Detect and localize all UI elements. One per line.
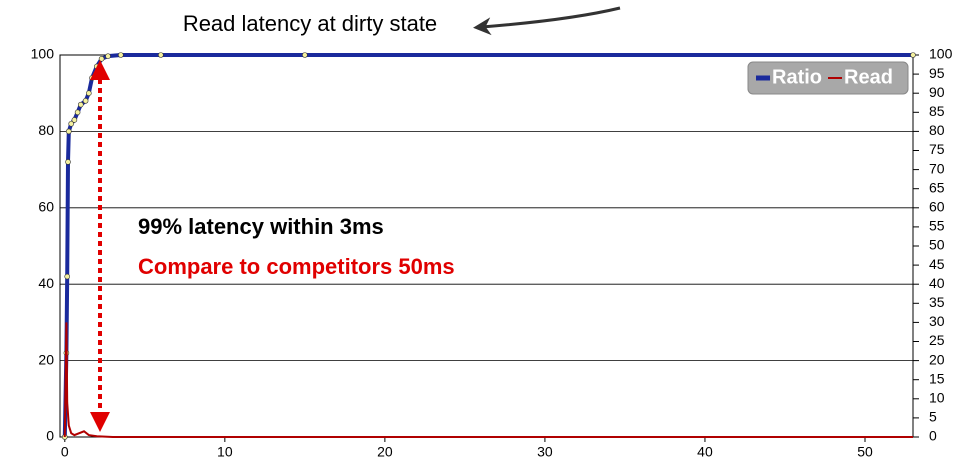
y2-tick-label: 60	[929, 199, 945, 215]
x-tick-label: 40	[697, 444, 713, 460]
x-tick-label: 20	[377, 444, 393, 460]
y2-tick-label: 50	[929, 237, 945, 253]
y2-tick-label: 95	[929, 65, 945, 81]
series-line	[63, 322, 913, 438]
y2-tick-label: 75	[929, 141, 945, 157]
point	[86, 90, 92, 96]
x-tick-label: 0	[61, 444, 69, 460]
chart-title: Read latency at dirty state	[183, 11, 437, 36]
y2-tick-label: 65	[929, 179, 945, 195]
y2-tick-label: 0	[929, 428, 937, 444]
y2-tick-label: 15	[929, 370, 945, 386]
y-tick-label: 60	[38, 199, 54, 215]
y2-tick-label: 85	[929, 103, 945, 119]
y2-tick-label: 35	[929, 294, 945, 310]
point	[105, 53, 111, 59]
legend-label: Ratio	[772, 66, 822, 88]
legend-label: Read	[844, 66, 893, 88]
point	[82, 98, 89, 104]
annotation: Compare to competitors 50ms	[138, 254, 455, 279]
y2-tick-label: 10	[929, 390, 945, 406]
point	[94, 63, 100, 70]
y2-tick-label: 55	[929, 218, 945, 234]
y2-tick-label: 90	[929, 84, 945, 100]
y2-tick-label: 20	[929, 351, 945, 367]
title-arrow	[473, 6, 621, 36]
y-tick-label: 0	[46, 428, 54, 444]
annotation: 99% latency within 3ms	[138, 214, 384, 239]
y2-tick-label: 80	[929, 122, 945, 138]
point	[74, 109, 81, 116]
x-tick-label: 50	[857, 444, 873, 460]
y-tick-label: 20	[38, 351, 54, 367]
plot: 0204060801000510152025303540455055606570…	[31, 46, 953, 460]
x-tick-label: 30	[537, 444, 553, 460]
point	[98, 56, 105, 62]
point	[71, 117, 78, 123]
point	[118, 52, 124, 58]
point	[910, 52, 916, 58]
point	[89, 75, 95, 81]
x-tick-label: 10	[217, 444, 233, 460]
y-tick-label: 80	[38, 122, 54, 138]
y2-tick-label: 45	[929, 256, 945, 272]
point	[302, 52, 308, 58]
y-tick-label: 40	[38, 275, 54, 291]
y-tick-label: 100	[31, 46, 55, 62]
y2-tick-label: 40	[929, 275, 945, 291]
y2-tick-label: 25	[929, 332, 945, 348]
series-line	[62, 53, 913, 438]
point	[68, 120, 75, 127]
point	[65, 159, 71, 165]
point	[66, 128, 72, 135]
y2-tick-label: 70	[929, 160, 945, 176]
y2-tick-label: 5	[929, 409, 937, 425]
point	[158, 52, 164, 58]
point	[64, 273, 71, 280]
y2-tick-label: 30	[929, 313, 945, 329]
plot-frame	[59, 54, 914, 438]
point	[78, 101, 84, 108]
y2-tick-label: 100	[929, 46, 953, 62]
